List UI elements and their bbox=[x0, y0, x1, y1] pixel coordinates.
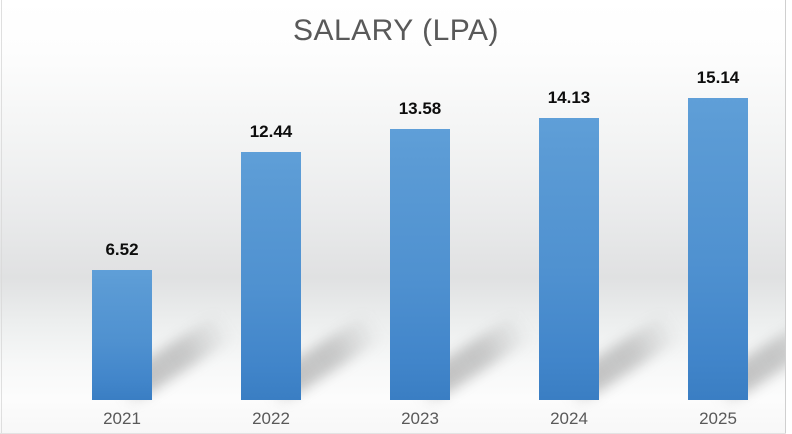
x-axis-label-2025: 2025 bbox=[699, 409, 737, 428]
bar-value-label-2024: 14.13 bbox=[547, 88, 591, 107]
bar-2022[interactable] bbox=[241, 152, 301, 400]
x-axis-label-2021: 2021 bbox=[103, 409, 141, 428]
slide-left-edge bbox=[1, 0, 2, 434]
bar-value-label-2023: 13.58 bbox=[398, 99, 442, 118]
bar-2023[interactable] bbox=[390, 129, 450, 400]
bar-value-label-2022: 12.44 bbox=[249, 122, 293, 141]
x-axis-label-2023: 2023 bbox=[401, 409, 439, 428]
bar-value-label-2021: 6.52 bbox=[105, 240, 139, 259]
slide-right-edge bbox=[785, 0, 792, 434]
bar-2025[interactable] bbox=[688, 98, 748, 400]
bar-value-label-2025: 15.14 bbox=[696, 68, 740, 87]
bar-2024[interactable] bbox=[539, 118, 599, 400]
x-axis-label-2022: 2022 bbox=[252, 409, 290, 428]
chart-title: SALARY (LPA) bbox=[292, 14, 500, 47]
bar-2021[interactable] bbox=[92, 270, 152, 400]
x-axis-label-2024: 2024 bbox=[550, 409, 588, 428]
